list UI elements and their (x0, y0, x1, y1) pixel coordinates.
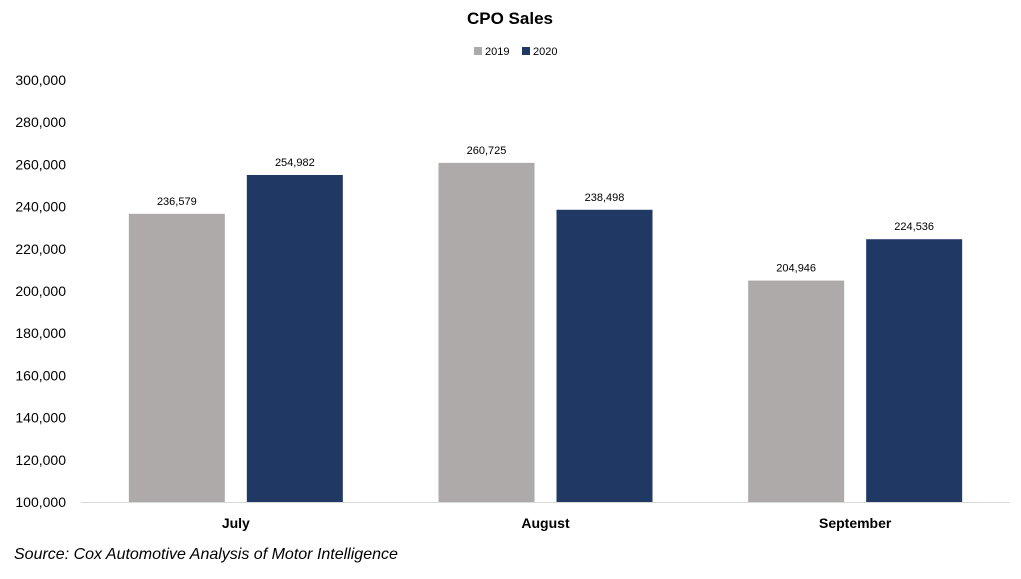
bar-2019-august (438, 162, 535, 503)
bar-2020-september (866, 239, 963, 502)
data-label: 254,982 (275, 157, 315, 169)
legend-swatch-2019 (474, 47, 482, 55)
y-tick-label: 140,000 (15, 410, 66, 426)
y-tick-label: 200,000 (15, 283, 66, 299)
x-tick-label-july: July (222, 515, 250, 531)
source-note: Source: Cox Automotive Analysis of Motor… (14, 546, 398, 563)
data-label: 238,498 (585, 192, 625, 204)
y-tick-label: 160,000 (15, 367, 66, 383)
y-tick-label: 260,000 (15, 156, 66, 172)
legend-label-2020: 2020 (533, 46, 557, 58)
y-tick-label: 120,000 (15, 452, 66, 468)
data-label: 260,725 (467, 145, 507, 157)
bar-2019-september (748, 280, 845, 502)
legend-label-2019: 2019 (485, 46, 509, 58)
chart-title: CPO Sales (467, 9, 553, 28)
bar-2019-july (128, 213, 225, 503)
x-tick-label-august: August (521, 515, 570, 531)
legend-swatch-2020 (522, 47, 530, 55)
y-tick-label: 240,000 (15, 199, 66, 215)
y-tick-label: 100,000 (15, 494, 66, 510)
x-tick-label-september: September (819, 515, 892, 531)
bar-2020-august (556, 209, 653, 502)
y-tick-label: 280,000 (15, 114, 66, 130)
data-label: 204,946 (776, 263, 816, 275)
bar-2020-july (246, 174, 343, 502)
y-tick-label: 180,000 (15, 325, 66, 341)
data-label: 224,536 (894, 221, 934, 233)
y-tick-label: 300,000 (15, 72, 66, 88)
data-label: 236,579 (157, 196, 197, 208)
y-tick-label: 220,000 (15, 241, 66, 257)
